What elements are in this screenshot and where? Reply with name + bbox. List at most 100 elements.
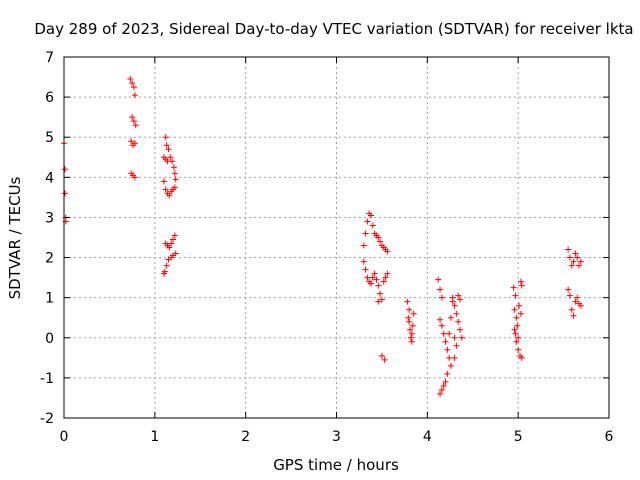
data-point-plus	[162, 186, 169, 193]
data-point-plus	[61, 166, 68, 173]
data-point-plus	[368, 280, 375, 287]
data-point-plus	[167, 154, 174, 161]
data-point-plus	[375, 298, 382, 305]
data-point-plus	[517, 278, 524, 285]
data-point-plus	[572, 298, 579, 305]
data-point-plus	[170, 164, 177, 171]
data-point-plus	[375, 282, 382, 289]
y-tick-label: 7	[45, 50, 54, 66]
data-point-plus	[446, 354, 453, 361]
data-point-plus	[168, 240, 175, 247]
data-point-plus	[440, 330, 447, 337]
data-point-plus	[128, 138, 135, 145]
data-point-plus	[568, 262, 575, 269]
data-point-plus	[131, 92, 138, 99]
data-point-plus	[406, 306, 413, 313]
data-point-plus	[457, 296, 464, 303]
data-point-plus	[577, 258, 584, 265]
x-tick-label: 0	[60, 429, 69, 445]
data-point-plus	[449, 298, 456, 305]
data-point-plus	[169, 158, 176, 165]
data-point-plus	[160, 178, 167, 185]
data-point-plus	[440, 382, 447, 389]
data-point-plus	[453, 310, 460, 317]
data-point-plus	[511, 306, 518, 313]
data-point-plus	[375, 234, 382, 241]
data-point-plus	[570, 312, 577, 319]
data-point-plus	[437, 286, 444, 293]
data-point-plus	[160, 270, 167, 277]
data-point-plus	[446, 330, 453, 337]
data-point-plus	[576, 262, 583, 269]
data-point-plus	[444, 370, 451, 377]
data-point-plus	[364, 218, 371, 225]
data-point-plus	[565, 246, 572, 253]
data-point-plus	[171, 232, 178, 239]
data-point-plus	[380, 278, 387, 285]
data-point-plus	[447, 362, 454, 369]
data-point-plus	[437, 316, 444, 323]
data-point-plus	[172, 176, 179, 183]
data-point-plus	[165, 146, 172, 153]
data-point-plus	[408, 330, 415, 337]
data-point-plus	[514, 322, 521, 329]
data-point-plus	[61, 190, 68, 197]
x-tick-label: 2	[241, 429, 250, 445]
data-point-plus	[568, 306, 575, 313]
data-point-plus	[455, 292, 462, 299]
y-tick-label: 0	[45, 331, 54, 347]
data-point-plus	[382, 274, 389, 281]
data-point-plus	[453, 342, 460, 349]
data-point-plus	[518, 354, 525, 361]
data-point-plus	[516, 302, 523, 309]
data-point-plus	[517, 310, 524, 317]
data-point-plus	[572, 250, 579, 257]
data-point-plus	[360, 242, 367, 249]
data-point-plus	[130, 84, 137, 91]
x-tick-label: 4	[423, 429, 432, 445]
data-point-plus	[408, 338, 415, 345]
data-point-plus	[435, 276, 442, 283]
data-point-plus	[442, 378, 449, 385]
data-point-plus	[513, 314, 520, 321]
y-tick-label: 2	[45, 251, 54, 267]
data-point-plus	[574, 294, 581, 301]
data-point-plus	[377, 290, 384, 297]
data-point-plus	[444, 346, 451, 353]
data-point-plus	[170, 236, 176, 243]
data-points	[61, 76, 584, 397]
data-point-plus	[406, 318, 413, 325]
data-point-plus	[574, 254, 581, 261]
y-tick-label: 6	[45, 90, 54, 106]
data-point-plus	[131, 174, 138, 181]
data-point-plus	[163, 262, 170, 269]
data-point-plus	[381, 356, 388, 363]
data-point-plus	[407, 326, 414, 333]
data-point-plus	[457, 326, 464, 333]
data-point-plus	[373, 276, 380, 283]
data-point-plus	[369, 274, 376, 281]
data-point-plus	[166, 244, 173, 251]
data-point-plus	[404, 298, 411, 305]
data-point-plus	[407, 334, 414, 341]
data-point-plus	[405, 314, 412, 321]
data-point-plus	[384, 270, 391, 277]
chart-title: Day 289 of 2023, Sidereal Day-to-day VTE…	[34, 20, 633, 38]
data-point-plus	[409, 322, 416, 329]
data-point-plus	[512, 292, 519, 299]
data-point-plus	[162, 134, 169, 141]
data-point-plus	[513, 338, 520, 345]
data-point-plus	[378, 352, 385, 359]
data-point-plus	[127, 76, 134, 83]
data-point-plus	[451, 302, 458, 309]
data-point-plus	[566, 292, 573, 299]
data-point-plus	[371, 270, 378, 277]
y-tick-label: 5	[45, 130, 54, 146]
data-point-plus	[364, 274, 371, 281]
data-point-plus	[384, 248, 391, 255]
data-point-plus	[447, 314, 454, 321]
data-point-plus	[360, 258, 367, 265]
data-point-plus	[165, 256, 172, 263]
data-point-plus	[129, 80, 136, 87]
